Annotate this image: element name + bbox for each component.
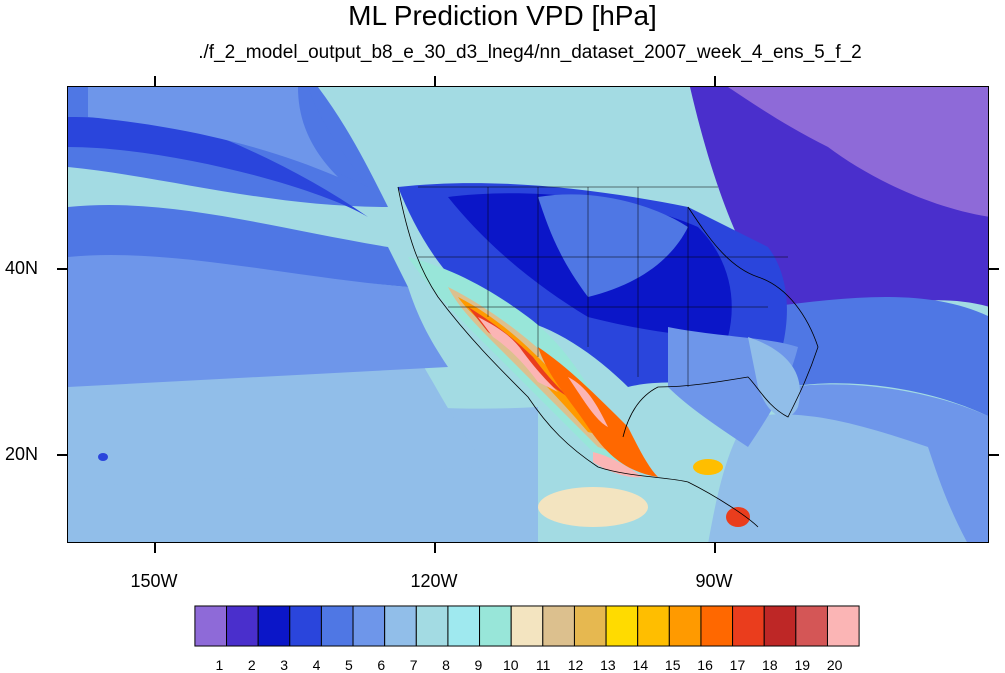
- colorbar-swatch: [226, 605, 259, 647]
- colorbar-level-label: 13: [600, 657, 616, 673]
- colorbar-swatch: [605, 605, 639, 647]
- colorbar-swatch: [479, 605, 512, 647]
- lon-label-90w: 90W: [695, 571, 733, 591]
- colorbar-swatch: [384, 605, 417, 647]
- tick-120w: [434, 543, 436, 553]
- colorbar-swatch: [826, 605, 860, 647]
- colorbar-level-label: 16: [697, 657, 713, 673]
- colorbar-level-label: 7: [409, 657, 418, 673]
- colorbar-level-label: 17: [729, 657, 746, 673]
- colorbar-level-label: 1: [215, 657, 224, 673]
- colorbar-level-label: 6: [377, 657, 386, 673]
- vpd-contour-map: [68, 87, 988, 542]
- colorbar-swatch: [257, 605, 291, 647]
- tick-90w: [714, 543, 716, 553]
- colorbar-swatch: [732, 605, 765, 647]
- colorbar-swatch: [637, 605, 670, 647]
- colorbar-level-label: 4: [312, 657, 321, 673]
- colorbar-swatch: [573, 605, 607, 647]
- lat-label-20n: 20N: [4, 444, 38, 464]
- colorbar-swatch: [510, 605, 544, 647]
- colorbar-swatch: [447, 605, 481, 647]
- lon-label-120w: 120W: [410, 571, 458, 591]
- colorbar-level-label: 9: [474, 657, 483, 673]
- colorbar-swatch: [763, 605, 797, 647]
- colorbar-level-label: 2: [247, 657, 256, 673]
- tick-40n: [57, 268, 67, 270]
- colorbar-level-label: 3: [280, 657, 289, 673]
- tick-120w-top: [434, 76, 436, 86]
- lon-label-150w: 150W: [130, 571, 178, 591]
- colorbar-level-label: 14: [632, 657, 649, 673]
- colorbar-swatch: [542, 605, 575, 647]
- map-subtitle: ./f_2_model_output_b8_e_30_d3_lneg4/nn_d…: [198, 42, 862, 63]
- colorbar-swatch: [668, 605, 702, 647]
- colorbar-swatch: [352, 605, 386, 647]
- colorbar-level-label: 5: [344, 657, 353, 673]
- colorbar-level-label: 11: [535, 657, 551, 673]
- colorbar-level-label: 15: [664, 657, 681, 673]
- colorbar: [194, 605, 860, 647]
- colorbar-swatch: [194, 605, 228, 647]
- colorbar-swatch: [415, 605, 449, 647]
- colorbar-swatch: [320, 605, 354, 647]
- lat-label-40n: 40N: [4, 258, 38, 278]
- map-plot-area: [67, 86, 989, 543]
- colorbar-level-label: 12: [567, 657, 584, 673]
- colorbar-level-label: 20: [826, 657, 843, 673]
- tick-40n-right: [989, 268, 999, 270]
- tick-150w-top: [154, 76, 156, 86]
- colorbar-level-label: 18: [762, 657, 778, 673]
- colorbar-swatch: [289, 605, 322, 647]
- colorbar-level-label: 10: [503, 657, 519, 673]
- colorbar-level-label: 19: [794, 657, 811, 673]
- tick-20n-right: [989, 454, 999, 456]
- tick-20n: [57, 454, 67, 456]
- tick-150w: [154, 543, 156, 553]
- colorbar-swatch: [700, 605, 734, 647]
- map-title: ML Prediction VPD [hPa]: [348, 0, 657, 31]
- colorbar-swatch: [795, 605, 828, 647]
- colorbar-level-label: 8: [442, 657, 450, 673]
- tick-90w-top: [714, 76, 716, 86]
